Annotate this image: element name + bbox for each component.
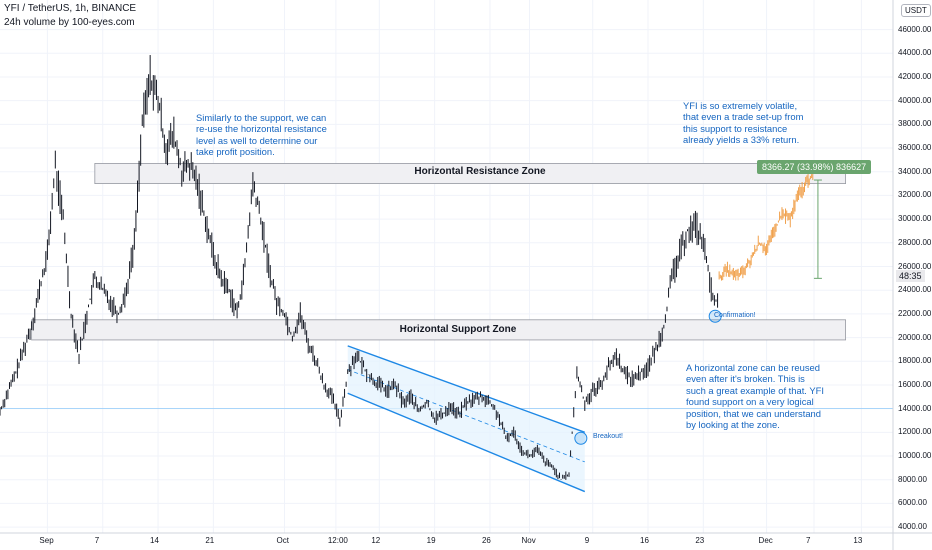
time-tick-label: 12 (371, 536, 381, 545)
price-tick-label: 34000.00 (898, 166, 932, 176)
indicator-label: 24h volume by 100-eyes.com (4, 17, 135, 28)
price-tick-label: 16000.00 (898, 379, 932, 389)
time-tick-label: 9 (584, 536, 590, 545)
reuse-note: A horizontal zone can be reused even aft… (686, 362, 824, 431)
time-tick-label: 19 (426, 536, 436, 545)
price-tick-label: 20000.00 (898, 332, 932, 342)
price-tick-label: 46000.00 (898, 24, 932, 34)
time-tick-label: 14 (150, 536, 159, 545)
time-tick-label: Sep (39, 536, 54, 545)
resistance-zone-label: Horizontal Resistance Zone (414, 166, 546, 177)
time-tick-label: 23 (695, 536, 705, 545)
measure-label: 8366.27 (33.98%) 836627 (757, 160, 872, 174)
price-tick-label: 22000.00 (898, 308, 932, 318)
channel-lower-line[interactable] (347, 392, 586, 493)
current-price-tag: 48:35 (896, 270, 925, 282)
channel-upper-line[interactable] (347, 345, 586, 433)
confirmation-marker[interactable] (708, 309, 722, 323)
time-tick-label: 16 (640, 536, 649, 545)
time-tick-label: Nov (521, 536, 536, 545)
price-tick-label: 28000.00 (898, 237, 932, 247)
grid (0, 0, 893, 533)
time-tick-label: 13 (853, 536, 863, 545)
price-tick-label: 24000.00 (898, 285, 932, 295)
confirmation-label: Confirmation! (714, 312, 756, 319)
volatility-note: YFI is so extremely volatile, that even … (683, 100, 804, 146)
time-tick-label: 7 (94, 536, 100, 545)
support-zone-label: Horizontal Support Zone (399, 324, 517, 335)
price-tick-label: 12000.00 (898, 427, 932, 437)
price-tick-label: 26000.00 (898, 261, 932, 271)
price-tick-label: 30000.00 (898, 214, 932, 224)
price-tick-label: 38000.00 (898, 119, 932, 129)
currency-button[interactable]: USDT (901, 4, 931, 17)
time-tick-label: 26 (481, 536, 491, 545)
projection-path (718, 163, 814, 281)
price-tick-label: 6000.00 (898, 498, 927, 508)
breakout-label: Breakout! (593, 433, 623, 440)
price-tick-label: 40000.00 (898, 95, 932, 105)
resistance-note: Similarly to the support, we can re-use … (196, 112, 327, 158)
price-tick-label: 36000.00 (898, 143, 932, 153)
price-tick-label: 18000.00 (898, 356, 932, 366)
price-tick-label: 44000.00 (898, 48, 932, 58)
price-tick-label: 32000.00 (898, 190, 932, 200)
time-tick-label: 12:00 (327, 536, 348, 545)
time-tick-label: Dec (758, 536, 773, 545)
price-tick-label: 8000.00 (898, 474, 927, 484)
price-tick-label: 14000.00 (898, 403, 932, 413)
time-tick-label: Oct (276, 536, 289, 545)
price-tick-label: 42000.00 (898, 71, 932, 81)
descending-channel-fill (347, 345, 585, 492)
price-tick-label: 10000.00 (898, 451, 932, 460)
time-tick-label: 7 (805, 536, 811, 545)
symbol-title: YFI / TetherUS, 1h, BINANCE (4, 3, 137, 14)
time-tick-label: 21 (205, 536, 215, 545)
price-candles (0, 55, 719, 480)
channel-mid-line (347, 369, 585, 463)
breakout-marker[interactable] (574, 431, 588, 445)
price-tick-label: 4000.00 (898, 522, 927, 532)
